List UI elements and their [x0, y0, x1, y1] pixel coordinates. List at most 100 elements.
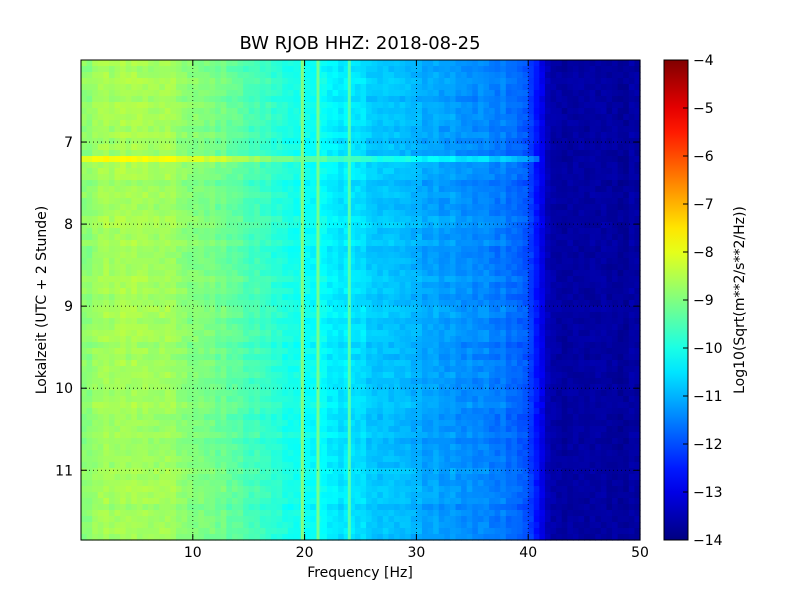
spectrogram-cell — [187, 180, 194, 187]
spectrogram-cell — [181, 66, 188, 73]
spectrogram-cell — [321, 270, 328, 277]
spectrogram-cell — [421, 102, 429, 109]
spectrogram-cell — [209, 234, 216, 241]
spectrogram-cell — [97, 372, 104, 379]
spectrogram-cell — [243, 126, 250, 133]
spectrogram-cell — [86, 450, 93, 457]
spectrogram-cell — [382, 402, 390, 409]
spectrogram-cell — [265, 516, 272, 523]
spectrogram-cell — [360, 306, 367, 313]
spectrogram-cell — [131, 324, 138, 331]
spectrogram-cell — [181, 408, 188, 415]
spectrogram-cell — [203, 276, 211, 283]
spectrogram-cell — [366, 288, 373, 295]
spectrogram-cell — [108, 150, 116, 157]
spectrogram-cell — [265, 534, 272, 541]
spectrogram-cell — [321, 66, 328, 73]
spectrogram-cell — [231, 384, 239, 391]
spectrogram-cell — [382, 162, 390, 169]
spectrogram-cell — [125, 414, 132, 421]
spectrogram-cell — [265, 348, 272, 355]
spectrogram-cell — [248, 438, 255, 445]
spectrogram-cell — [170, 474, 177, 481]
spectrogram-cell — [131, 78, 138, 85]
spectrogram-cell — [399, 420, 406, 427]
spectrogram-cell — [321, 204, 328, 211]
spectrogram-cell — [243, 510, 250, 517]
spectrogram-cell — [198, 300, 205, 307]
spectrogram-cell — [108, 90, 116, 97]
spectrogram-cell — [142, 108, 149, 115]
spectrogram-cell — [148, 426, 155, 433]
spectrogram-cell — [203, 168, 211, 175]
spectrogram-cell — [159, 444, 166, 451]
spectrogram-cell — [377, 186, 384, 193]
spectrogram-cell — [125, 384, 132, 391]
spectrogram-cell — [170, 192, 177, 199]
spectrogram-cell — [276, 66, 283, 73]
spectrogram-cell — [293, 84, 300, 91]
spectrogram-cell — [187, 402, 194, 409]
spectrogram-cell — [354, 126, 362, 133]
spectrogram-cell — [349, 384, 356, 391]
spectrogram-cell — [159, 204, 166, 211]
spectrogram-cell — [416, 420, 423, 427]
spectrogram-cell — [326, 402, 334, 409]
spectrogram-cell — [304, 468, 311, 475]
spectrogram-cell — [265, 126, 272, 133]
spectrogram-cell — [293, 534, 300, 541]
spectrogram-cell — [125, 72, 132, 79]
spectrogram-cell — [405, 534, 412, 541]
spectrogram-cell — [360, 294, 367, 301]
spectrogram-cell — [254, 474, 261, 481]
spectrogram-cell — [226, 444, 233, 451]
spectrogram-cell — [321, 336, 328, 343]
spectrogram-cell — [421, 204, 429, 211]
spectrogram-cell — [343, 66, 350, 73]
spectrogram-cell — [231, 114, 239, 121]
spectrogram-cell — [81, 318, 88, 325]
spectrogram-cell — [159, 186, 166, 193]
spectrogram-cell — [142, 96, 149, 103]
spectrogram-cell — [243, 366, 250, 373]
spectrogram-cell — [343, 492, 350, 499]
spectrogram-cell — [282, 522, 289, 529]
spectrogram-cell — [198, 90, 205, 97]
spectrogram-cell — [399, 66, 406, 73]
spectrogram-cell — [209, 498, 216, 505]
spectrogram-cell — [310, 318, 317, 325]
spectrogram-cell — [108, 102, 116, 109]
spectrogram-cell — [405, 420, 412, 427]
spectrogram-cell — [371, 378, 378, 385]
spectrogram-cell — [276, 144, 283, 151]
spectrogram-cell — [410, 420, 417, 427]
spectrogram-cell — [399, 186, 406, 193]
spectrogram-cell — [282, 60, 289, 67]
spectrogram-cell — [405, 426, 412, 433]
spectrogram-cell — [120, 198, 127, 205]
spectrogram-cell — [136, 180, 144, 187]
spectrogram-cell — [416, 282, 423, 289]
spectrogram-cell — [192, 390, 199, 397]
spectrogram-cell — [265, 474, 272, 481]
spectrogram-cell — [86, 228, 93, 235]
spectrogram-cell — [343, 438, 350, 445]
spectrogram-cell — [321, 456, 328, 463]
spectrogram-cell — [382, 108, 390, 115]
spectrogram-cell — [259, 450, 267, 457]
spectrogram-cell — [388, 498, 395, 505]
spectrogram-cell — [231, 426, 239, 433]
spectrogram-cell — [371, 252, 378, 259]
spectrogram-cell — [203, 456, 211, 463]
spectrogram-cell — [120, 96, 127, 103]
spectrogram-cell — [86, 330, 93, 337]
spectrogram-cell — [176, 516, 183, 523]
spectrogram-cell — [148, 270, 155, 277]
spectrogram-cell — [176, 138, 183, 145]
spectrogram-cell — [114, 162, 121, 169]
spectrogram-cell — [131, 426, 138, 433]
spectrogram-cell — [220, 510, 227, 517]
spectrogram-cell — [136, 498, 144, 505]
spectrogram-cell — [103, 282, 110, 289]
spectrogram-cell — [97, 468, 104, 475]
